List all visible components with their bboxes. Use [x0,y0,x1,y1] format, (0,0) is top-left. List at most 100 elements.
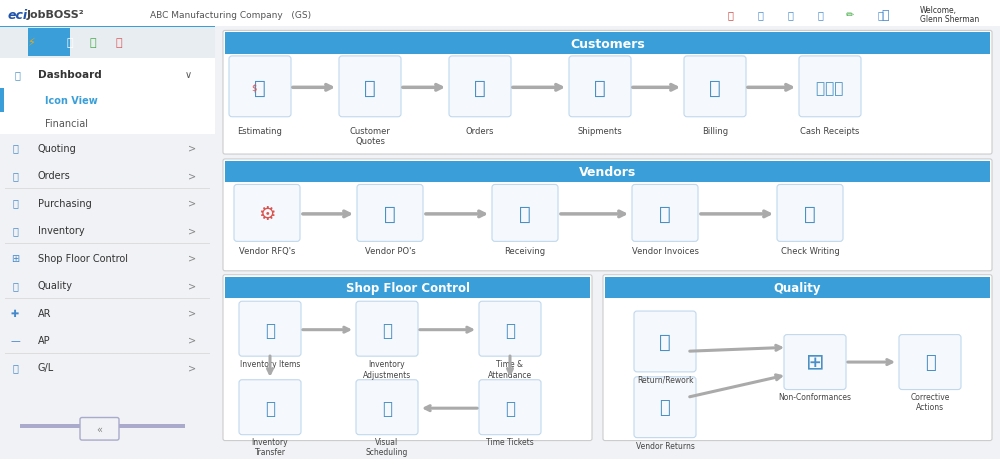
Bar [0,59,215,89]
Text: Non-Conformances: Non-Conformances [778,392,852,401]
Text: 👨‍👩‍👧: 👨‍👩‍👧 [816,81,844,95]
Bar [0,190,215,217]
Bar [20,424,185,428]
FancyArrowPatch shape [633,85,676,91]
Text: Quality: Quality [38,280,73,291]
FancyBboxPatch shape [356,302,418,356]
Text: AP: AP [38,335,51,345]
Bar [0,28,215,450]
Text: ✚: ✚ [11,308,19,318]
Text: 🔄: 🔄 [659,332,671,351]
Text: ⏱: ⏱ [505,399,515,417]
Text: 🚚: 🚚 [594,78,606,98]
Text: 📋: 📋 [12,363,18,373]
Text: Shop Floor Control: Shop Floor Control [346,281,470,294]
Bar [5,271,210,272]
Text: >: > [188,335,196,345]
Text: G/L: G/L [38,363,54,373]
Text: ⚙: ⚙ [258,205,276,224]
Bar [225,34,990,55]
Text: 💳: 💳 [12,198,18,208]
Text: 🔗: 🔗 [116,38,122,48]
Text: 🏆: 🏆 [12,280,18,291]
Text: Orders: Orders [38,171,71,181]
Text: Customer
Quotes: Customer Quotes [350,126,390,146]
Text: Shop Floor Control: Shop Floor Control [38,253,128,263]
Text: Customers: Customers [570,38,645,50]
FancyArrowPatch shape [303,327,349,332]
Text: 🎛: 🎛 [15,70,21,80]
Text: >: > [188,280,196,291]
Text: 🚛: 🚛 [382,321,392,339]
FancyArrowPatch shape [420,327,472,332]
Text: «: « [96,423,103,433]
FancyBboxPatch shape [229,57,291,118]
Text: ⬜: ⬜ [757,10,763,20]
FancyBboxPatch shape [223,160,992,271]
Text: >: > [188,363,196,373]
FancyArrowPatch shape [561,212,624,217]
Text: Shipments: Shipments [578,126,622,135]
Bar [0,326,215,354]
FancyBboxPatch shape [899,335,961,390]
Text: 📄: 📄 [254,78,266,98]
FancyBboxPatch shape [634,377,696,438]
FancyArrowPatch shape [425,406,477,411]
FancyBboxPatch shape [799,57,861,118]
FancyBboxPatch shape [479,302,541,356]
Bar [0,354,215,381]
Bar [225,162,990,183]
Text: Time &
Attendance: Time & Attendance [488,359,532,379]
Text: 🔥: 🔥 [727,10,733,20]
Bar [0,134,215,162]
Bar [0,416,215,450]
Text: Corrective
Actions: Corrective Actions [910,392,950,411]
FancyBboxPatch shape [223,275,592,441]
FancyBboxPatch shape [80,418,119,440]
FancyArrowPatch shape [507,356,512,374]
Text: Cash Receipts: Cash Receipts [800,126,860,135]
Text: ⏰: ⏰ [505,321,515,339]
Text: Orders: Orders [466,126,494,135]
Bar [28,29,70,57]
Bar [0,113,215,134]
Text: ✏️: ✏️ [846,10,854,20]
FancyArrowPatch shape [513,85,561,91]
FancyArrowPatch shape [293,85,331,91]
FancyBboxPatch shape [569,57,631,118]
Text: eci: eci [8,9,28,22]
Text: Visual
Scheduling: Visual Scheduling [366,437,408,456]
Bar [0,217,215,244]
Text: 📊: 📊 [90,38,96,48]
Text: ⚡: ⚡ [27,38,35,48]
Text: Inventory Items: Inventory Items [240,359,300,368]
Text: Welcome,: Welcome, [920,6,957,15]
Text: 🧾: 🧾 [709,78,721,98]
FancyArrowPatch shape [748,85,791,91]
Text: ❓: ❓ [877,10,883,20]
Text: 📜: 📜 [804,205,816,224]
FancyBboxPatch shape [339,57,401,118]
FancyBboxPatch shape [784,335,846,390]
Bar [225,277,590,299]
Text: 💬: 💬 [817,10,823,20]
Text: Vendor RFQ's: Vendor RFQ's [239,247,295,256]
Text: Purchasing: Purchasing [38,198,92,208]
FancyBboxPatch shape [492,185,558,242]
Bar [0,272,215,299]
Text: 👤: 👤 [660,398,670,416]
Text: Estimating: Estimating [238,126,282,135]
Bar [0,28,215,59]
Bar [0,89,4,113]
Text: >: > [188,225,196,235]
FancyArrowPatch shape [690,346,781,352]
Text: Dashboard: Dashboard [38,70,102,80]
Text: 💬: 💬 [12,143,18,153]
Text: Icon View: Icon View [45,96,98,106]
Text: $: $ [251,84,257,93]
Text: 📅: 📅 [382,399,392,417]
Text: Inventory: Inventory [38,225,85,235]
Text: 🔧: 🔧 [925,353,935,371]
FancyArrowPatch shape [403,85,441,91]
Text: ∨: ∨ [185,70,192,80]
